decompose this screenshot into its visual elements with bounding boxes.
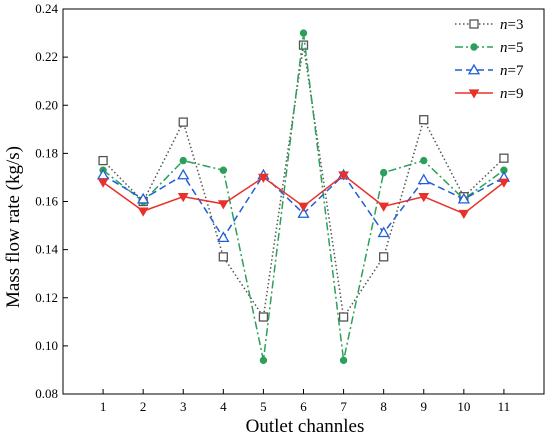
legend-label-var: n (500, 63, 508, 79)
y-tick-label: 0.12 (35, 290, 58, 305)
data-point (419, 115, 429, 125)
legend-item-n-5: n=5 (455, 40, 523, 56)
legend-label: n=3 (500, 17, 523, 33)
plot-frame (62, 8, 545, 395)
legend-item-n-3: n=3 (455, 17, 523, 33)
x-tick-label: 4 (220, 399, 227, 414)
data-point (97, 178, 109, 188)
y-tick-label: 0.18 (35, 145, 58, 160)
y-tick-label: 0.14 (35, 242, 58, 257)
data-point (338, 171, 349, 181)
x-tick-label: 8 (380, 399, 387, 414)
data-point (258, 173, 269, 183)
data-point (137, 192, 150, 204)
data-point (418, 193, 430, 203)
data-point (137, 207, 149, 217)
data-point (298, 202, 309, 212)
data-point (379, 168, 388, 177)
data-point (98, 155, 108, 166)
legend-label: n=7 (500, 63, 524, 79)
data-point (379, 252, 389, 262)
y-tick-label: 0.24 (35, 1, 58, 16)
y-tick-label: 0.08 (35, 386, 58, 401)
data-point (498, 178, 510, 188)
data-point (458, 209, 470, 220)
data-point (219, 166, 228, 174)
series-line (102, 44, 505, 320)
x-tick-label: 3 (180, 399, 187, 414)
legend-label-var: n (500, 17, 508, 33)
x-tick-label: 11 (498, 399, 511, 414)
legend-label: n=5 (500, 40, 523, 56)
y-tick-label: 0.10 (35, 338, 58, 353)
data-point (259, 356, 268, 365)
y-tick-label: 0.22 (35, 49, 58, 64)
legend-label-value: =9 (508, 86, 524, 102)
data-point (298, 40, 309, 50)
legend-label-var: n (500, 86, 508, 102)
series-n-5 (99, 29, 508, 365)
legend-label: n=9 (500, 86, 523, 102)
legend: n=3n=5n=7n=9 (455, 17, 524, 102)
data-point (420, 156, 428, 165)
data-point (378, 202, 390, 212)
data-point (339, 356, 348, 365)
data-point (179, 156, 187, 165)
series-n-9 (97, 171, 510, 220)
plot-area: 0.08 0.10 0.12 0.14 0.16 0.18 0.20 0.22 0.24 1 2 3 4… (35, 1, 545, 414)
legend-label-value: =7 (508, 63, 524, 79)
legend-marker (469, 19, 479, 29)
data-point (177, 193, 189, 203)
legend-item-n-7: n=7 (455, 63, 524, 79)
x-tick-label: 2 (140, 399, 147, 414)
legend-item-n-9: n=9 (455, 86, 523, 102)
data-point (258, 312, 269, 322)
data-point (457, 192, 470, 204)
x-axis-label: Outlet channles (246, 416, 365, 437)
x-tick-label: 7 (340, 399, 347, 414)
legend-label-var: n (500, 40, 508, 56)
data-point (218, 252, 228, 262)
data-point (217, 200, 229, 210)
x-tick-label: 9 (421, 399, 428, 414)
data-point (299, 29, 308, 37)
data-point (499, 153, 509, 163)
data-point (338, 312, 349, 322)
data-point (417, 173, 430, 185)
legend-marker (470, 43, 478, 51)
legend-marker (468, 89, 480, 99)
legend-label-value: =3 (508, 17, 524, 33)
data-point (297, 207, 310, 218)
series-n-3 (98, 40, 509, 322)
y-tick-label: 0.16 (35, 194, 58, 209)
y-tick-label: 0.20 (35, 97, 58, 112)
x-tick-label: 6 (300, 399, 307, 414)
x-tick-label: 10 (457, 399, 470, 414)
legend-label-value: =5 (508, 40, 524, 56)
x-tick-label: 5 (260, 399, 267, 414)
y-axis-label: Mass flow rate (kg/s) (3, 146, 24, 308)
x-tick-label: 1 (100, 399, 107, 414)
series-line (102, 32, 505, 361)
legend-marker (467, 63, 481, 75)
data-point (178, 117, 188, 127)
data-point (177, 168, 190, 180)
data-point (377, 226, 390, 238)
data-point (217, 231, 230, 242)
